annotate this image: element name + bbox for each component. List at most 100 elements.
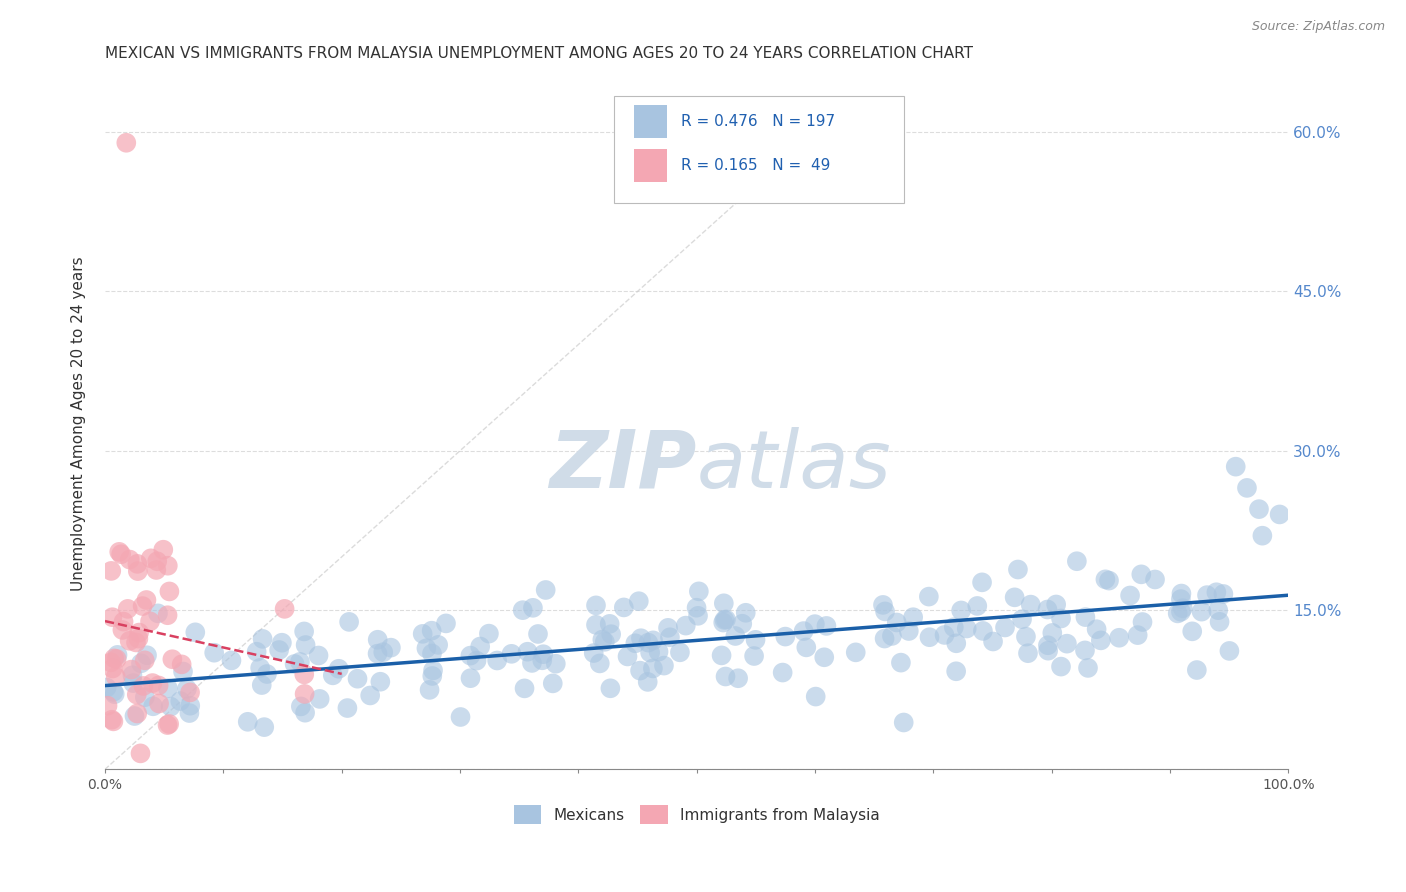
Point — [512, 603, 534, 617]
Text: R = 0.165   N =  49: R = 0.165 N = 49 — [682, 158, 831, 173]
Point — [139, 615, 162, 629]
Point — [886, 615, 908, 630]
Point — [111, 623, 134, 637]
Point — [616, 649, 638, 664]
Point — [794, 640, 817, 655]
Point — [1126, 628, 1149, 642]
Point — [1011, 612, 1033, 626]
Point — [156, 558, 179, 573]
Point — [124, 709, 146, 723]
Point — [184, 625, 207, 640]
Point — [711, 615, 734, 630]
Point — [901, 610, 924, 624]
Point — [1004, 591, 1026, 605]
Point — [582, 646, 605, 660]
Point — [252, 632, 274, 646]
Text: atlas: atlas — [697, 426, 891, 505]
Point — [159, 699, 181, 714]
Point — [873, 604, 896, 618]
Point — [460, 671, 482, 685]
Text: ZIP: ZIP — [550, 426, 697, 505]
FancyBboxPatch shape — [614, 96, 904, 203]
Point — [688, 584, 710, 599]
Point — [294, 706, 316, 720]
Point — [599, 616, 621, 631]
Point — [501, 647, 523, 661]
Point — [1170, 586, 1192, 600]
Point — [420, 669, 443, 683]
Point — [1050, 611, 1073, 625]
Point — [713, 596, 735, 610]
Point — [131, 599, 153, 613]
Point — [270, 636, 292, 650]
Point — [100, 656, 122, 670]
Point — [1191, 605, 1213, 619]
Point — [1036, 643, 1059, 657]
Point — [1036, 638, 1059, 652]
Point — [273, 602, 295, 616]
Point — [108, 545, 131, 559]
Point — [685, 600, 707, 615]
Point — [956, 622, 979, 636]
Point — [148, 697, 170, 711]
Point — [1056, 637, 1078, 651]
Point — [141, 676, 163, 690]
Point — [1185, 663, 1208, 677]
Point — [638, 646, 661, 660]
Point — [118, 552, 141, 566]
Point — [179, 706, 201, 720]
Point — [544, 657, 567, 671]
Point — [96, 681, 118, 695]
Point — [1040, 626, 1063, 640]
Point — [146, 554, 169, 568]
Point — [170, 657, 193, 672]
Point — [534, 582, 557, 597]
Point — [103, 714, 125, 729]
Point — [422, 664, 444, 678]
Point — [585, 617, 607, 632]
Point — [793, 624, 815, 638]
Point — [127, 632, 149, 646]
Point — [132, 679, 155, 693]
Point — [465, 654, 488, 668]
Point — [100, 564, 122, 578]
Point — [157, 717, 180, 731]
Point — [1144, 573, 1167, 587]
Point — [1206, 603, 1229, 617]
Point — [157, 584, 180, 599]
Point — [727, 671, 749, 685]
FancyBboxPatch shape — [634, 104, 666, 137]
Point — [1108, 631, 1130, 645]
Text: R = 0.476   N = 197: R = 0.476 N = 197 — [682, 113, 835, 128]
Point — [256, 667, 278, 681]
Point — [118, 633, 141, 648]
Point — [176, 681, 198, 696]
Point — [127, 557, 149, 571]
Point — [731, 616, 754, 631]
Point — [641, 633, 664, 648]
Point — [1205, 585, 1227, 599]
Point — [1251, 529, 1274, 543]
Point — [328, 662, 350, 676]
Point — [179, 685, 201, 699]
Point — [531, 647, 554, 661]
Point — [246, 645, 269, 659]
Point — [531, 653, 554, 667]
Point — [236, 714, 259, 729]
Text: Source: ZipAtlas.com: Source: ZipAtlas.com — [1251, 20, 1385, 33]
Point — [872, 598, 894, 612]
Point — [522, 600, 544, 615]
Point — [367, 647, 389, 661]
Point — [125, 688, 148, 702]
Point — [647, 645, 669, 659]
Point — [148, 678, 170, 692]
Point — [107, 648, 129, 662]
Point — [1019, 598, 1042, 612]
Point — [96, 698, 118, 713]
Point — [288, 655, 311, 669]
Point — [101, 610, 124, 624]
Point — [103, 685, 125, 699]
Point — [380, 640, 402, 655]
Point — [1066, 554, 1088, 568]
Point — [966, 599, 988, 613]
